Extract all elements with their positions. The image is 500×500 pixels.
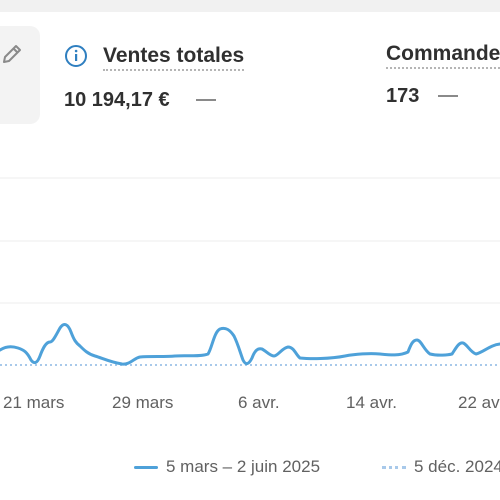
sales-line-chart[interactable] [0, 160, 500, 390]
legend-swatch-solid [134, 466, 158, 469]
x-axis-tick-label: 22 avr. [458, 393, 500, 412]
metric-title[interactable]: Commandes [386, 42, 500, 69]
legend-label: 5 mars – 2 juin 2025 [166, 457, 321, 476]
legend-item-comparison-period[interactable]: 5 déc. 2024 – 4 mars 2025 [382, 456, 500, 480]
x-axis-tick-label: 14 avr. [346, 393, 398, 412]
metric-value: 10 194,17 € [64, 89, 170, 111]
x-axis-tick-label: 29 mars [112, 393, 174, 412]
change-indicator [438, 95, 458, 97]
current-series-line [0, 323, 500, 366]
x-axis-tick-label: 21 mars [3, 393, 65, 412]
info-icon[interactable] [64, 44, 88, 68]
pencil-icon [3, 45, 21, 63]
edit-metrics-button[interactable] [0, 26, 40, 124]
change-indicator [196, 99, 216, 101]
legend-item-current-period[interactable]: 5 mars – 2 juin 2025 [134, 456, 374, 480]
x-axis-tick-label: 6 avr. [238, 393, 280, 412]
top-strip [0, 0, 500, 12]
analytics-card [0, 12, 500, 500]
metric-value: 173 [386, 85, 420, 107]
legend-swatch-dotted [382, 466, 406, 469]
metric-title[interactable]: Ventes totales [103, 44, 245, 71]
legend-label: 5 déc. 2024 – 4 mars 2025 [414, 457, 500, 476]
